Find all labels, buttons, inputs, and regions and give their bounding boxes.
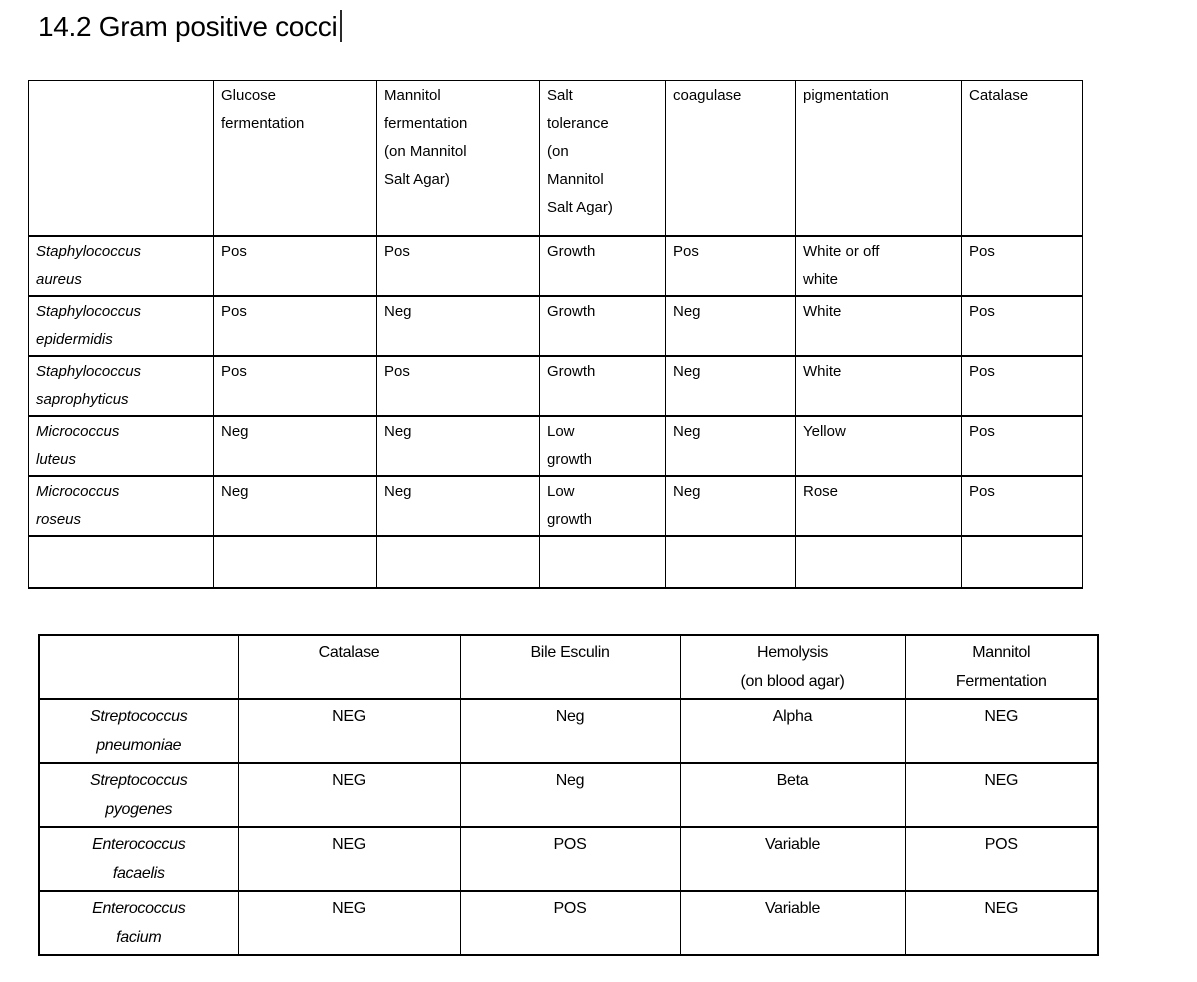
- empty-cell[interactable]: [665, 534, 796, 589]
- result-cell[interactable]: Pos: [961, 414, 1083, 477]
- empty-cell[interactable]: [539, 534, 666, 589]
- result-cell[interactable]: Yellow: [795, 414, 962, 477]
- result-cell[interactable]: Low growth: [539, 474, 666, 537]
- table1-header-row: Glucose fermentation Mannitol fermentati…: [28, 80, 1083, 237]
- streptococcus-table: Catalase Bile Esculin Hemolysis (on bloo…: [38, 633, 1099, 956]
- result-cell[interactable]: Pos: [961, 354, 1083, 417]
- result-cell[interactable]: NEG: [237, 697, 461, 764]
- header-cell-empty[interactable]: [38, 634, 239, 700]
- result-cell[interactable]: Pos: [376, 354, 540, 417]
- species-cell[interactable]: Streptococcus pyogenes: [38, 761, 239, 828]
- header-cell-catalase[interactable]: Catalase: [237, 634, 461, 700]
- header-cell-glucose-fermentation[interactable]: Glucose fermentation: [213, 80, 377, 237]
- staphylococcus-table: Glucose fermentation Mannitol fermentati…: [28, 80, 1083, 589]
- species-cell[interactable]: Enterococcus facaelis: [38, 825, 239, 892]
- result-cell[interactable]: Neg: [376, 414, 540, 477]
- result-cell[interactable]: Neg: [376, 474, 540, 537]
- text-cursor: [340, 10, 343, 42]
- empty-cell[interactable]: [376, 534, 540, 589]
- result-cell[interactable]: Pos: [376, 234, 540, 297]
- table-row-staphylococcus-epidermidis: Staphylococcus epidermidis Pos Neg Growt…: [28, 294, 1083, 357]
- result-cell[interactable]: White: [795, 294, 962, 357]
- empty-cell[interactable]: [28, 534, 214, 589]
- empty-cell[interactable]: [795, 534, 962, 589]
- table-row-micrococcus-luteus: Micrococcus luteus Neg Neg Low growth Ne…: [28, 414, 1083, 477]
- header-cell-pigmentation[interactable]: pigmentation: [795, 80, 962, 237]
- result-cell[interactable]: Neg: [665, 294, 796, 357]
- result-cell[interactable]: Low growth: [539, 414, 666, 477]
- result-cell[interactable]: Neg: [213, 414, 377, 477]
- result-cell[interactable]: Variable: [679, 889, 906, 956]
- result-cell[interactable]: Pos: [213, 354, 377, 417]
- species-cell[interactable]: Staphylococcus epidermidis: [28, 294, 214, 357]
- header-cell-mannitol-fermentation[interactable]: Mannitol Fermentation: [904, 634, 1099, 700]
- result-cell[interactable]: Growth: [539, 354, 666, 417]
- result-cell[interactable]: White or off white: [795, 234, 962, 297]
- page-title-text: 14.2 Gram positive cocci: [38, 11, 338, 42]
- result-cell[interactable]: POS: [459, 825, 681, 892]
- result-cell[interactable]: Alpha: [679, 697, 906, 764]
- result-cell[interactable]: Pos: [961, 234, 1083, 297]
- species-cell[interactable]: Micrococcus roseus: [28, 474, 214, 537]
- result-cell[interactable]: White: [795, 354, 962, 417]
- result-cell[interactable]: Variable: [679, 825, 906, 892]
- result-cell[interactable]: Pos: [961, 294, 1083, 357]
- result-cell[interactable]: Neg: [459, 761, 681, 828]
- table-row-streptococcus-pyogenes: Streptococcus pyogenes NEG Neg Beta NEG: [38, 761, 1099, 828]
- species-cell[interactable]: Staphylococcus saprophyticus: [28, 354, 214, 417]
- result-cell[interactable]: Pos: [213, 234, 377, 297]
- result-cell[interactable]: NEG: [237, 889, 461, 956]
- result-cell[interactable]: Neg: [459, 697, 681, 764]
- table-row-enterococcus-facium: Enterococcus facium NEG POS Variable NEG: [38, 889, 1099, 956]
- header-cell-mannitol-fermentation[interactable]: Mannitol fermentation (on Mannitol Salt …: [376, 80, 540, 237]
- empty-cell[interactable]: [213, 534, 377, 589]
- result-cell[interactable]: POS: [459, 889, 681, 956]
- table-row-enterococcus-facaelis: Enterococcus facaelis NEG POS Variable P…: [38, 825, 1099, 892]
- table2-header-row: Catalase Bile Esculin Hemolysis (on bloo…: [38, 634, 1099, 700]
- result-cell[interactable]: Neg: [213, 474, 377, 537]
- page-title[interactable]: 14.2 Gram positive cocci: [0, 0, 1197, 46]
- result-cell[interactable]: NEG: [904, 761, 1099, 828]
- result-cell[interactable]: Neg: [665, 354, 796, 417]
- result-cell[interactable]: NEG: [237, 825, 461, 892]
- empty-cell[interactable]: [961, 534, 1083, 589]
- result-cell[interactable]: NEG: [237, 761, 461, 828]
- result-cell[interactable]: Pos: [213, 294, 377, 357]
- result-cell[interactable]: Growth: [539, 294, 666, 357]
- table-row-streptococcus-pneumoniae: Streptococcus pneumoniae NEG Neg Alpha N…: [38, 697, 1099, 764]
- result-cell[interactable]: Pos: [961, 474, 1083, 537]
- header-cell-coagulase[interactable]: coagulase: [665, 80, 796, 237]
- species-cell[interactable]: Staphylococcus aureus: [28, 234, 214, 297]
- result-cell[interactable]: Growth: [539, 234, 666, 297]
- result-cell[interactable]: NEG: [904, 889, 1099, 956]
- table-row-staphylococcus-saprophyticus: Staphylococcus saprophyticus Pos Pos Gro…: [28, 354, 1083, 417]
- header-cell-bile-esculin[interactable]: Bile Esculin: [459, 634, 681, 700]
- empty-row: [28, 534, 1083, 589]
- species-cell[interactable]: Enterococcus facium: [38, 889, 239, 956]
- header-cell-salt-tolerance[interactable]: Salt tolerance (on Mannitol Salt Agar): [539, 80, 666, 237]
- result-cell[interactable]: Rose: [795, 474, 962, 537]
- species-cell[interactable]: Micrococcus luteus: [28, 414, 214, 477]
- result-cell[interactable]: Neg: [665, 474, 796, 537]
- table-row-micrococcus-roseus: Micrococcus roseus Neg Neg Low growth Ne…: [28, 474, 1083, 537]
- result-cell[interactable]: Pos: [665, 234, 796, 297]
- header-cell-empty[interactable]: [28, 80, 214, 237]
- result-cell[interactable]: Neg: [665, 414, 796, 477]
- species-cell[interactable]: Streptococcus pneumoniae: [38, 697, 239, 764]
- header-cell-hemolysis[interactable]: Hemolysis (on blood agar): [679, 634, 906, 700]
- result-cell[interactable]: Neg: [376, 294, 540, 357]
- result-cell[interactable]: Beta: [679, 761, 906, 828]
- result-cell[interactable]: NEG: [904, 697, 1099, 764]
- header-cell-catalase[interactable]: Catalase: [961, 80, 1083, 237]
- table-row-staphylococcus-aureus: Staphylococcus aureus Pos Pos Growth Pos…: [28, 234, 1083, 297]
- result-cell[interactable]: POS: [904, 825, 1099, 892]
